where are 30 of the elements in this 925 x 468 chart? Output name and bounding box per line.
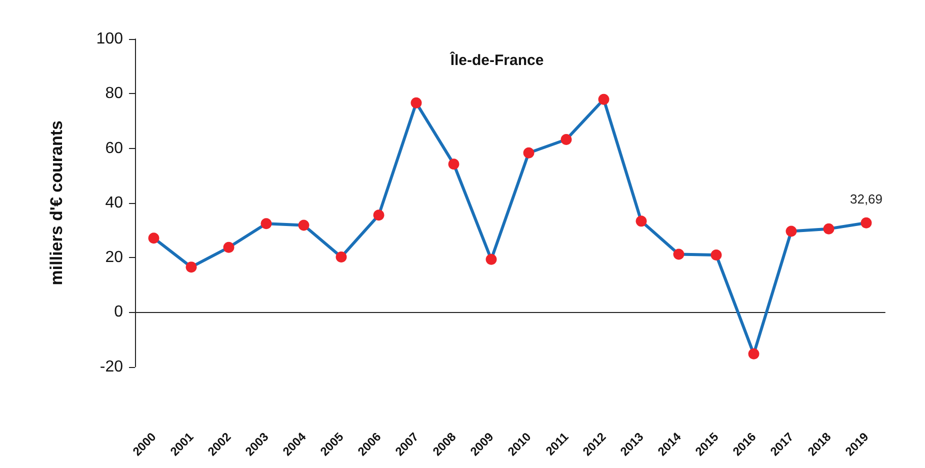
data-label: 32,69 xyxy=(850,191,883,206)
point xyxy=(823,223,834,234)
point xyxy=(148,232,160,244)
y-tick-label: -20 xyxy=(100,358,124,376)
y-tick-label: 80 xyxy=(105,85,124,102)
y-tick-label: 0 xyxy=(114,304,124,321)
y-tick-label: 40 xyxy=(105,194,124,212)
y-tick-label: 20 xyxy=(105,249,124,266)
point xyxy=(373,210,384,221)
point xyxy=(448,158,460,170)
point xyxy=(336,251,347,262)
point xyxy=(260,218,272,230)
point xyxy=(786,226,797,237)
point xyxy=(523,147,534,158)
point xyxy=(860,217,872,228)
point xyxy=(748,348,760,360)
point xyxy=(486,254,497,265)
point xyxy=(636,216,647,227)
point xyxy=(673,248,684,260)
point xyxy=(410,97,422,108)
point xyxy=(298,220,310,231)
point xyxy=(560,134,572,146)
point xyxy=(186,262,197,273)
point xyxy=(223,242,234,253)
point xyxy=(598,94,610,105)
y-axis-title: milliers d'€ courants xyxy=(47,120,66,286)
y-tick-label: 60 xyxy=(105,140,124,157)
text: Île-de-France xyxy=(449,51,544,69)
y-tick-label: 100 xyxy=(96,30,124,48)
point xyxy=(710,250,722,261)
